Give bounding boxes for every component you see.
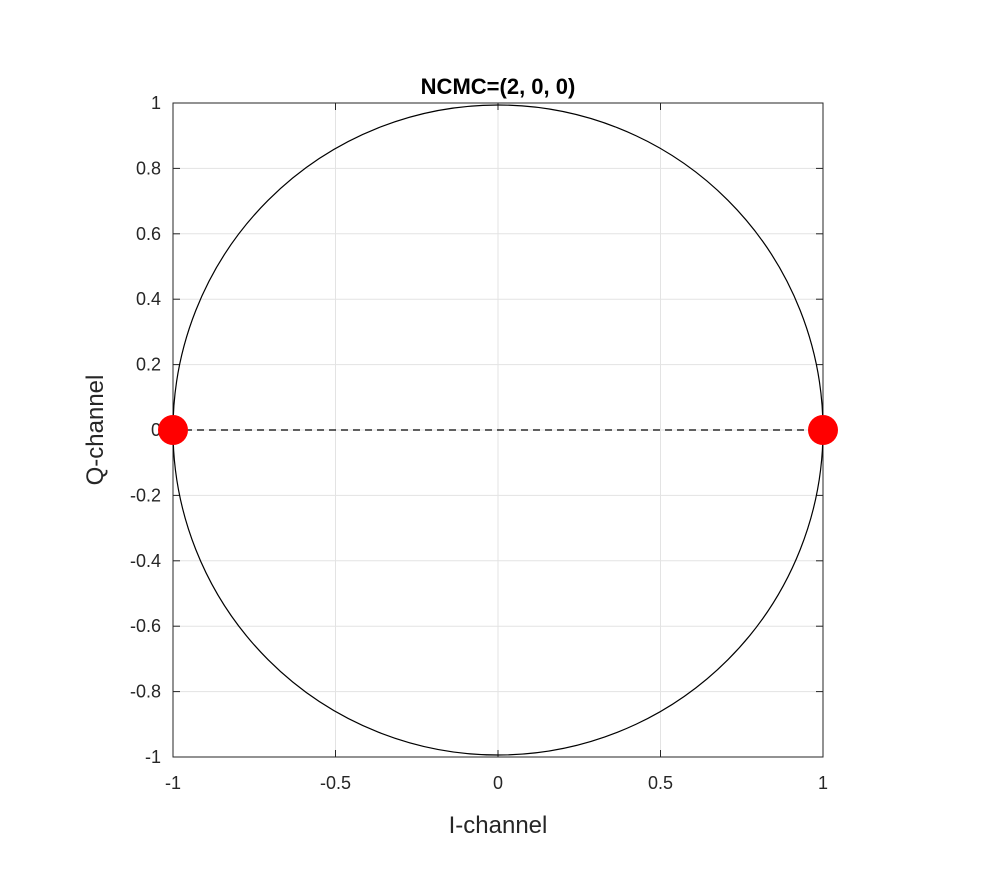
y-tick-label: 0 <box>151 420 161 440</box>
y-tick-label: 0.4 <box>136 289 161 309</box>
constellation-points <box>158 415 838 445</box>
constellation-point <box>158 415 188 445</box>
chart-title: NCMC=(2, 0, 0) <box>421 74 576 99</box>
y-tick-label: 1 <box>151 93 161 113</box>
x-tick-label: -1 <box>165 773 181 793</box>
x-tick-labels: -1 -0.5 0 0.5 1 <box>165 773 828 793</box>
y-tick-label: 0.8 <box>136 158 161 178</box>
y-tick-label: -0.8 <box>130 682 161 702</box>
tick-marks <box>172 102 824 758</box>
x-tick-label: 1 <box>818 773 828 793</box>
y-tick-label: 0.2 <box>136 355 161 375</box>
x-tick-label: 0.5 <box>648 773 673 793</box>
x-tick-label: -0.5 <box>320 773 351 793</box>
y-tick-label: 0.6 <box>136 224 161 244</box>
y-tick-labels: -1 -0.8 -0.6 -0.4 -0.2 0 0.2 0.4 0.6 0.8 1 <box>130 93 161 767</box>
y-tick-label: -1 <box>145 747 161 767</box>
y-axis-label: Q-channel <box>82 375 109 486</box>
y-tick-label: -0.6 <box>130 616 161 636</box>
constellation-point <box>808 415 838 445</box>
y-tick-label: -0.2 <box>130 485 161 505</box>
x-axis-label: I-channel <box>449 812 548 839</box>
x-tick-label: 0 <box>493 773 503 793</box>
y-tick-label: -0.4 <box>130 551 161 571</box>
